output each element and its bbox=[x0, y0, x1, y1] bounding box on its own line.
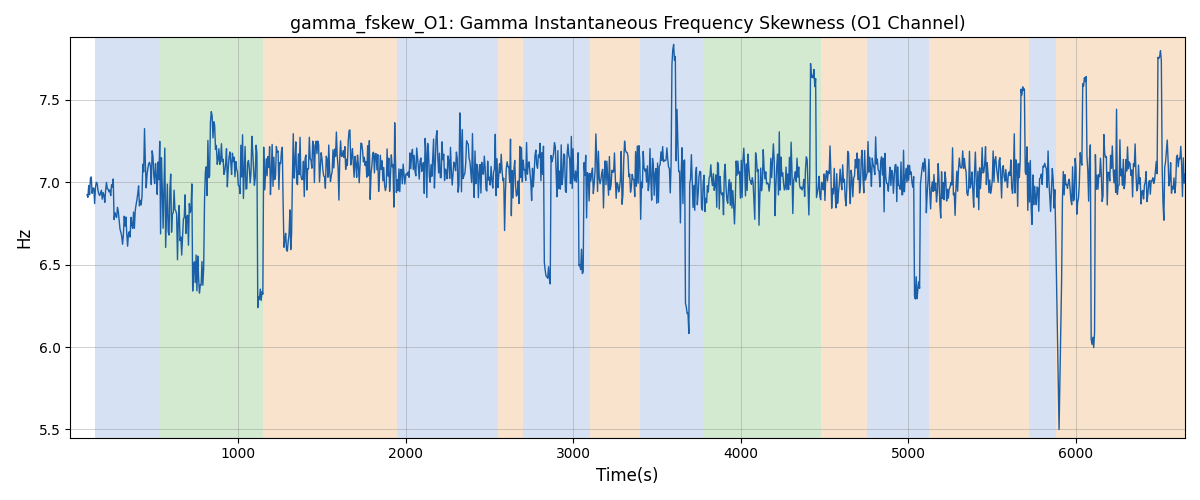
Bar bbox=[704, 38, 821, 438]
Bar bbox=[1056, 38, 1186, 438]
Y-axis label: Hz: Hz bbox=[16, 227, 34, 248]
Bar bbox=[263, 38, 397, 438]
Title: gamma_fskew_O1: Gamma Instantaneous Frequency Skewness (O1 Channel): gamma_fskew_O1: Gamma Instantaneous Freq… bbox=[290, 15, 966, 34]
Bar bbox=[523, 38, 590, 438]
X-axis label: Time(s): Time(s) bbox=[596, 467, 659, 485]
Bar bbox=[160, 38, 263, 438]
Bar bbox=[866, 38, 929, 438]
Bar bbox=[641, 38, 704, 438]
Bar bbox=[929, 38, 1030, 438]
Bar bbox=[590, 38, 641, 438]
Bar bbox=[1030, 38, 1056, 438]
Bar bbox=[397, 38, 498, 438]
Bar bbox=[498, 38, 523, 438]
Bar bbox=[821, 38, 866, 438]
Bar bbox=[96, 38, 160, 438]
